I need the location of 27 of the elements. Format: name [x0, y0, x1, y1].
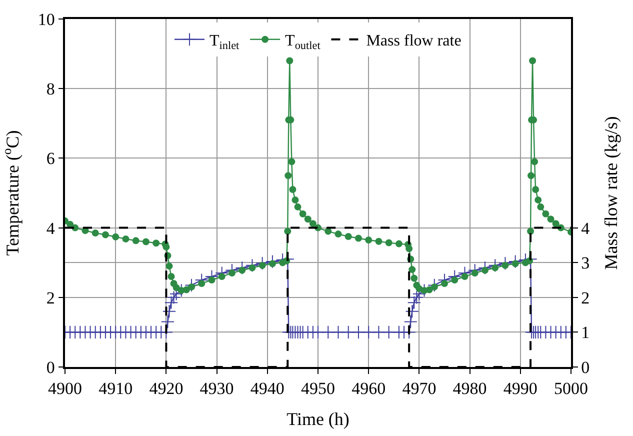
y-tick-label: 4: [46, 218, 56, 238]
y-tick-label: 6: [46, 149, 55, 168]
y-tick-label: 2: [46, 288, 55, 308]
x-tick-label: 4980: [452, 379, 487, 398]
y-tick-label: 8: [46, 80, 55, 99]
y2-tick-label: 2: [581, 288, 590, 308]
x-tick-label: 4940: [250, 379, 284, 398]
x-axis-title: Time (h): [286, 408, 350, 429]
x-tick-label: 4910: [98, 379, 133, 398]
x-tick-label: 4950: [301, 379, 335, 398]
legend-label: Mass flow rate: [366, 32, 462, 50]
x-tick-label: 5000: [554, 379, 588, 398]
y2-tick-label: 4: [581, 218, 590, 238]
y2-tick-label: 1: [581, 323, 590, 342]
legend-label: T$_{inlet}$: [210, 32, 240, 52]
x-tick-label: 4920: [149, 379, 184, 398]
x-tick-label: 4970: [402, 379, 436, 398]
x-tick-label: 4990: [503, 379, 538, 398]
y-tick-label: 0: [46, 358, 55, 377]
x-tick-label: 4960: [352, 379, 386, 398]
legend-label: T$_{outlet}$: [285, 32, 322, 52]
y2-axis-title: Mass flow rate (kg/s): [600, 116, 621, 270]
y2-tick-label: 3: [581, 254, 590, 273]
y2-tick-label: 0: [581, 358, 590, 377]
x-tick-label: 4900: [48, 379, 82, 398]
x-tick-label: 4930: [200, 379, 234, 398]
y-tick-label: 10: [38, 10, 55, 29]
